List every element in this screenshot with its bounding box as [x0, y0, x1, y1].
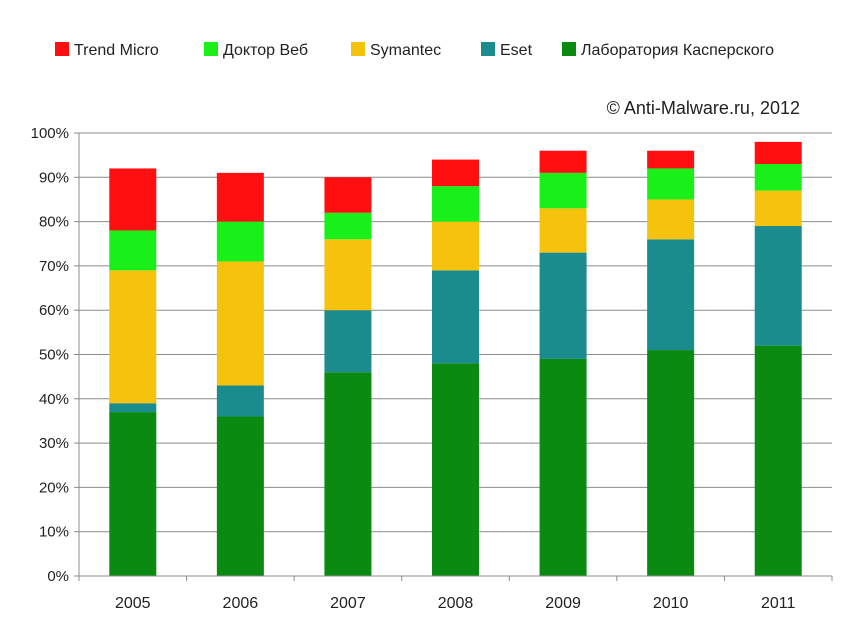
y-tick-label: 100%: [31, 125, 69, 142]
bar-segment: [647, 168, 695, 200]
bar-segment: [432, 363, 479, 576]
y-tick-label: 50%: [39, 347, 69, 364]
bar-segment: [432, 159, 479, 187]
legend-swatch: [55, 42, 69, 56]
x-tick-label: 2005: [115, 595, 151, 612]
bar-segment: [324, 212, 372, 240]
x-tick-label: 2006: [223, 595, 259, 612]
bar-segment: [324, 310, 372, 373]
bar-segment: [109, 412, 157, 576]
legend-item: Лаборатория Касперского: [562, 42, 774, 59]
bar-segment: [216, 416, 264, 576]
bar-segment: [432, 221, 479, 271]
legend-label: Trend Micro: [74, 42, 159, 59]
legend-label: Symantec: [370, 42, 441, 59]
bar-segment: [754, 164, 802, 191]
bar-segment: [754, 345, 802, 576]
legend-swatch: [481, 42, 495, 56]
y-tick-label: 0%: [47, 568, 69, 585]
legend-swatch: [562, 42, 576, 56]
bar-segment: [324, 177, 372, 213]
legend-label: Доктор Веб: [223, 42, 308, 59]
legend-swatch: [204, 42, 218, 56]
bar-segment: [216, 221, 264, 262]
bar-segment: [324, 372, 372, 576]
bar-segment: [647, 199, 695, 240]
y-tick-label: 30%: [39, 435, 69, 452]
y-tick-label: 70%: [39, 258, 69, 275]
bar-segment: [647, 150, 695, 169]
bar-segment: [539, 172, 587, 209]
bar-segment: [539, 358, 587, 576]
y-tick-label: 90%: [39, 169, 69, 186]
legend-label: Лаборатория Касперского: [581, 42, 774, 59]
bar-segment: [754, 190, 802, 227]
bar-segment: [539, 252, 587, 359]
y-tick-label: 60%: [39, 302, 69, 319]
legend-item: Доктор Веб: [204, 42, 308, 59]
bar-segment: [539, 150, 587, 173]
bar-segment: [109, 230, 157, 271]
bar-segment: [754, 226, 802, 346]
bar-segment: [432, 270, 479, 364]
bar-segment: [647, 239, 695, 351]
legend-label: Eset: [500, 42, 533, 59]
bar-segment: [539, 208, 587, 253]
y-tick-label: 80%: [39, 214, 69, 231]
bars: [109, 141, 802, 576]
legend-item: Trend Micro: [55, 42, 159, 59]
bar-segment: [109, 168, 157, 231]
bar-segment: [754, 141, 802, 165]
bar-segment: [216, 172, 264, 222]
bar-segment: [216, 261, 264, 386]
axes: 0% 10% 20% 30% 40% 50% 60% 70% 80% 90% 100% 2005 200…: [31, 125, 833, 612]
legend-item: Eset: [481, 42, 533, 59]
y-tick-label: 20%: [39, 479, 69, 496]
legend-swatch: [351, 42, 365, 56]
x-tick-label: 2010: [653, 595, 689, 612]
bar-segment: [216, 385, 264, 417]
y-tick-label: 40%: [39, 391, 69, 408]
x-tick-label: 2008: [438, 595, 474, 612]
bar-segment: [432, 186, 479, 222]
x-tick-label: 2009: [545, 595, 581, 612]
x-tick-label: 2007: [330, 595, 366, 612]
legend-item: Symantec: [351, 42, 441, 59]
bar-segment: [109, 270, 157, 404]
bar-segment: [109, 403, 157, 413]
y-tick-label: 10%: [39, 524, 69, 541]
bar-segment: [324, 239, 372, 311]
copyright-annotation: © Anti-Malware.ru, 2012: [607, 98, 800, 118]
bar-segment: [647, 350, 695, 576]
legend: Trend Micro Доктор Веб Symantec Eset Лаборат…: [55, 42, 774, 59]
x-tick-label: 2011: [761, 595, 796, 612]
